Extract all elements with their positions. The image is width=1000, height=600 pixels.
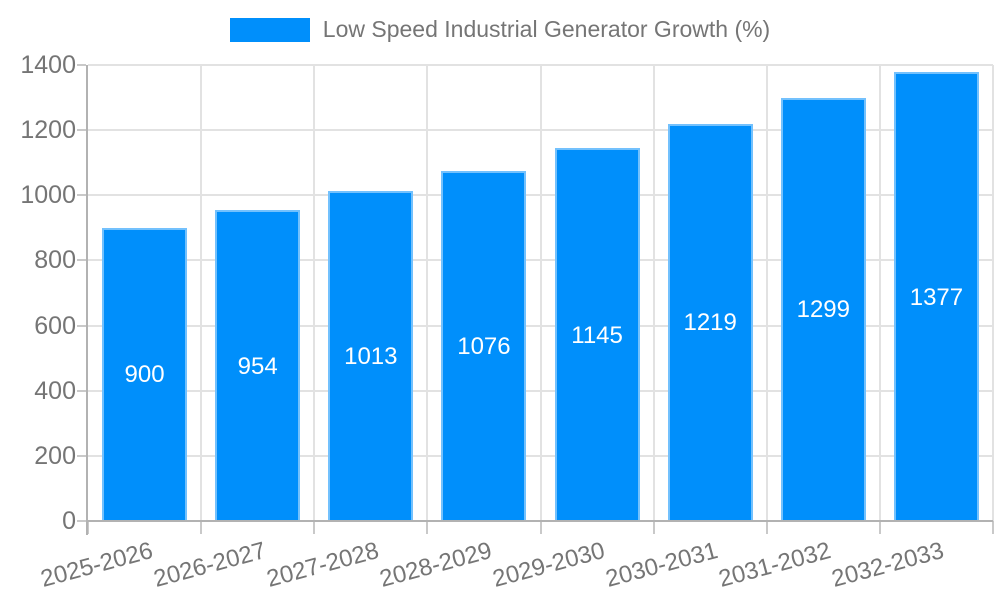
- bar-2030-2031[interactable]: 1219: [667, 123, 753, 521]
- vertical-gridline: [652, 65, 655, 521]
- vertical-gridline: [539, 65, 542, 521]
- x-axis-line: [86, 520, 993, 522]
- y-axis-tick-label: 1000: [20, 181, 76, 210]
- vertical-gridline: [200, 65, 203, 521]
- legend: Low Speed Industrial Generator Growth (%…: [0, 16, 1000, 43]
- bar-2032-2033[interactable]: 1377: [893, 72, 979, 521]
- y-axis-tick-label: 400: [34, 376, 76, 405]
- x-axis-tick-mark: [200, 521, 203, 534]
- y-axis-line: [86, 65, 88, 535]
- y-axis-tick-mark: [77, 324, 86, 327]
- legend-swatch[interactable]: [229, 17, 310, 42]
- bar-value-label: 900: [124, 361, 165, 389]
- vertical-gridline: [878, 65, 881, 521]
- plot-area: 900 954 1013 1076 1145 1219 1299 1377: [77, 64, 994, 535]
- bar-value-label: 1013: [344, 343, 398, 371]
- bar-value-label: 1377: [909, 283, 964, 311]
- y-axis-tick-label: 200: [34, 441, 76, 470]
- legend-label[interactable]: Low Speed Industrial Generator Growth (%…: [322, 16, 771, 42]
- x-axis-tick-mark: [313, 521, 316, 534]
- y-axis-tick-mark: [77, 259, 86, 262]
- y-axis-tick-label: 800: [34, 246, 76, 275]
- vertical-gridline: [765, 65, 768, 521]
- bar-value-label: 954: [237, 352, 278, 380]
- y-axis-tick-label: 600: [34, 311, 76, 340]
- bar-2028-2029[interactable]: 1076: [441, 170, 527, 521]
- y-axis-tick-mark: [77, 454, 86, 457]
- bar-value-label: 1076: [457, 332, 511, 360]
- y-axis-tick-mark: [77, 194, 86, 197]
- vertical-gridline: [426, 65, 429, 521]
- y-axis-tick-label: 1400: [20, 51, 76, 79]
- bar-value-label: 1219: [683, 309, 737, 337]
- bar-2029-2030[interactable]: 1145: [554, 148, 640, 521]
- bar-2026-2027[interactable]: 954: [215, 210, 301, 521]
- y-axis-tick-label: 0: [62, 507, 76, 535]
- x-axis-tick-mark: [652, 521, 655, 534]
- bar-value-label: 1145: [571, 321, 623, 349]
- y-axis-tick-mark: [77, 64, 86, 66]
- y-axis-tick-mark: [77, 520, 86, 522]
- x-axis-tick-mark: [992, 521, 994, 534]
- vertical-gridline: [313, 65, 316, 521]
- y-axis-tick-mark: [77, 389, 86, 392]
- bar-2025-2026[interactable]: 900: [102, 227, 188, 521]
- bar-value-label: 1299: [796, 296, 850, 324]
- y-axis-tick-mark: [77, 129, 86, 132]
- bar-2031-2032[interactable]: 1299: [780, 97, 866, 521]
- bar-2027-2028[interactable]: 1013: [328, 191, 414, 521]
- x-axis-tick-mark: [87, 521, 89, 534]
- x-axis-tick-mark: [539, 521, 542, 534]
- x-axis-tick-mark: [765, 521, 768, 534]
- x-axis-tick-mark: [878, 521, 881, 534]
- y-axis-tick-label: 1200: [20, 116, 76, 145]
- x-axis-tick-mark: [426, 521, 429, 534]
- vertical-gridline: [992, 65, 994, 521]
